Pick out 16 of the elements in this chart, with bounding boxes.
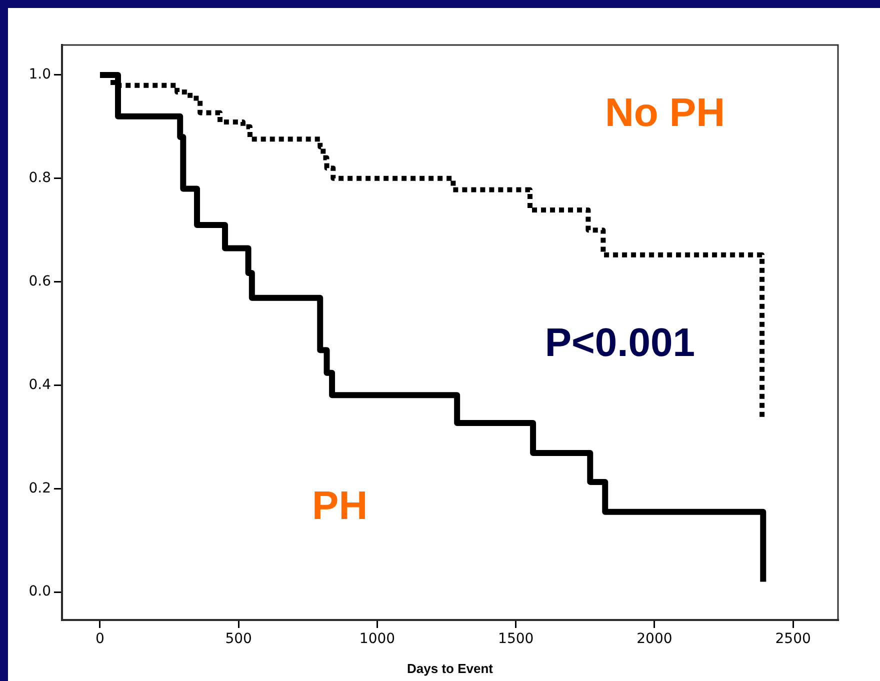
annotation: P<0.001 <box>544 321 696 366</box>
y-tick-label: 0.0 <box>28 584 51 600</box>
x-tick-label: 1000 <box>359 631 396 648</box>
text: PH <box>312 484 368 528</box>
y-tick-label: 0.8 <box>28 170 51 186</box>
x-tick-label: 2000 <box>636 631 672 648</box>
x-tick-label: 2500 <box>775 631 811 648</box>
y-tick-label: 0.4 <box>28 376 52 393</box>
y-tick-label: 0.6 <box>28 273 52 290</box>
series-label: No PH <box>604 91 725 136</box>
x-tick-label: 1500 <box>498 631 534 648</box>
y-tick-label: 0.2 <box>28 480 51 496</box>
x-tick-label: 500 <box>225 631 252 648</box>
y-tick-label: 1.0 <box>28 66 51 83</box>
x-axis-title: Days to Event <box>407 660 494 676</box>
x-tick-label: 0 <box>96 631 104 648</box>
